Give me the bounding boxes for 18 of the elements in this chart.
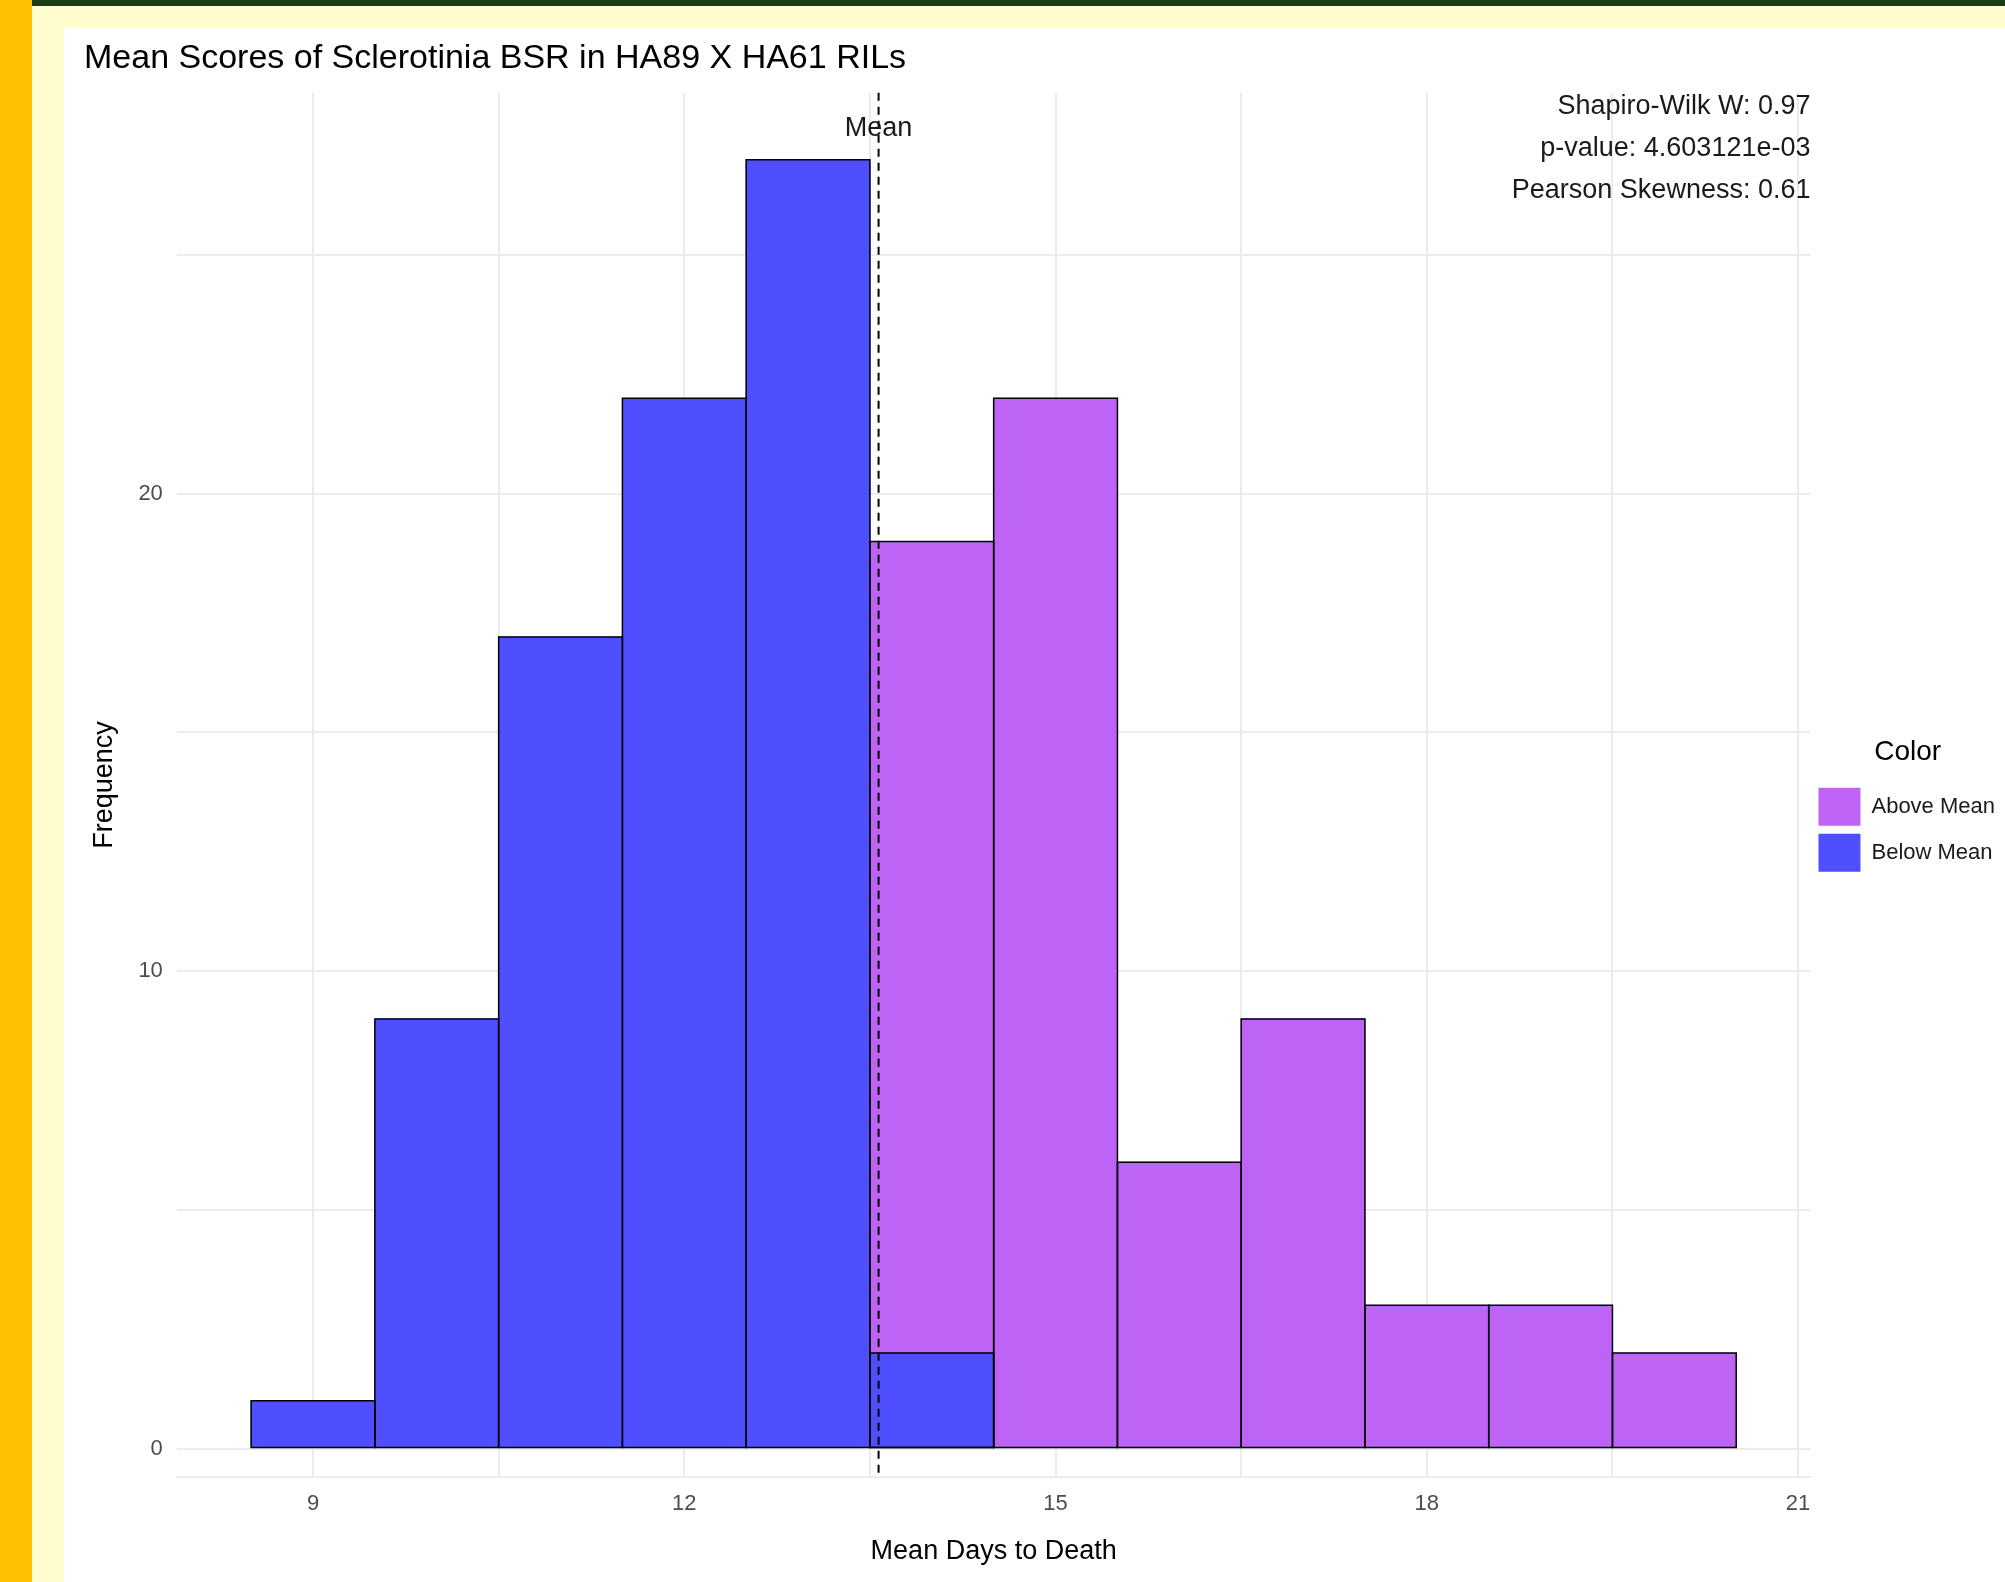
y-tick-label: 0: [150, 1434, 163, 1460]
ref-line-label: Mean: [844, 112, 913, 143]
x-tick-label: 18: [1414, 1490, 1440, 1516]
legend-label: Below Mean: [1871, 838, 1993, 864]
x-tick-label: 21: [1785, 1490, 1811, 1516]
y-tick-label: 20: [138, 479, 163, 505]
annotation: Shapiro-Wilk W: 0.97: [1557, 90, 1811, 121]
x-tick-label: 12: [672, 1490, 697, 1516]
legend-title: Color: [1874, 734, 1942, 766]
annotation: p-value: 4.603121e-03: [1540, 132, 1811, 163]
x-axis-title: Mean Days to Death: [870, 1535, 1117, 1566]
x-tick-label: 15: [1043, 1490, 1068, 1516]
y-tick-label: 10: [138, 957, 163, 983]
x-tick-label: 9: [306, 1490, 320, 1516]
chart-title: Mean Scores of Sclerotinia BSR in HA89 X HA61 RILs: [84, 36, 907, 75]
annotation: Pearson Skewness: 0.61: [1511, 174, 1811, 205]
y-axis-title: Frequency: [87, 720, 118, 849]
legend-label: Above Mean: [1871, 792, 1996, 818]
